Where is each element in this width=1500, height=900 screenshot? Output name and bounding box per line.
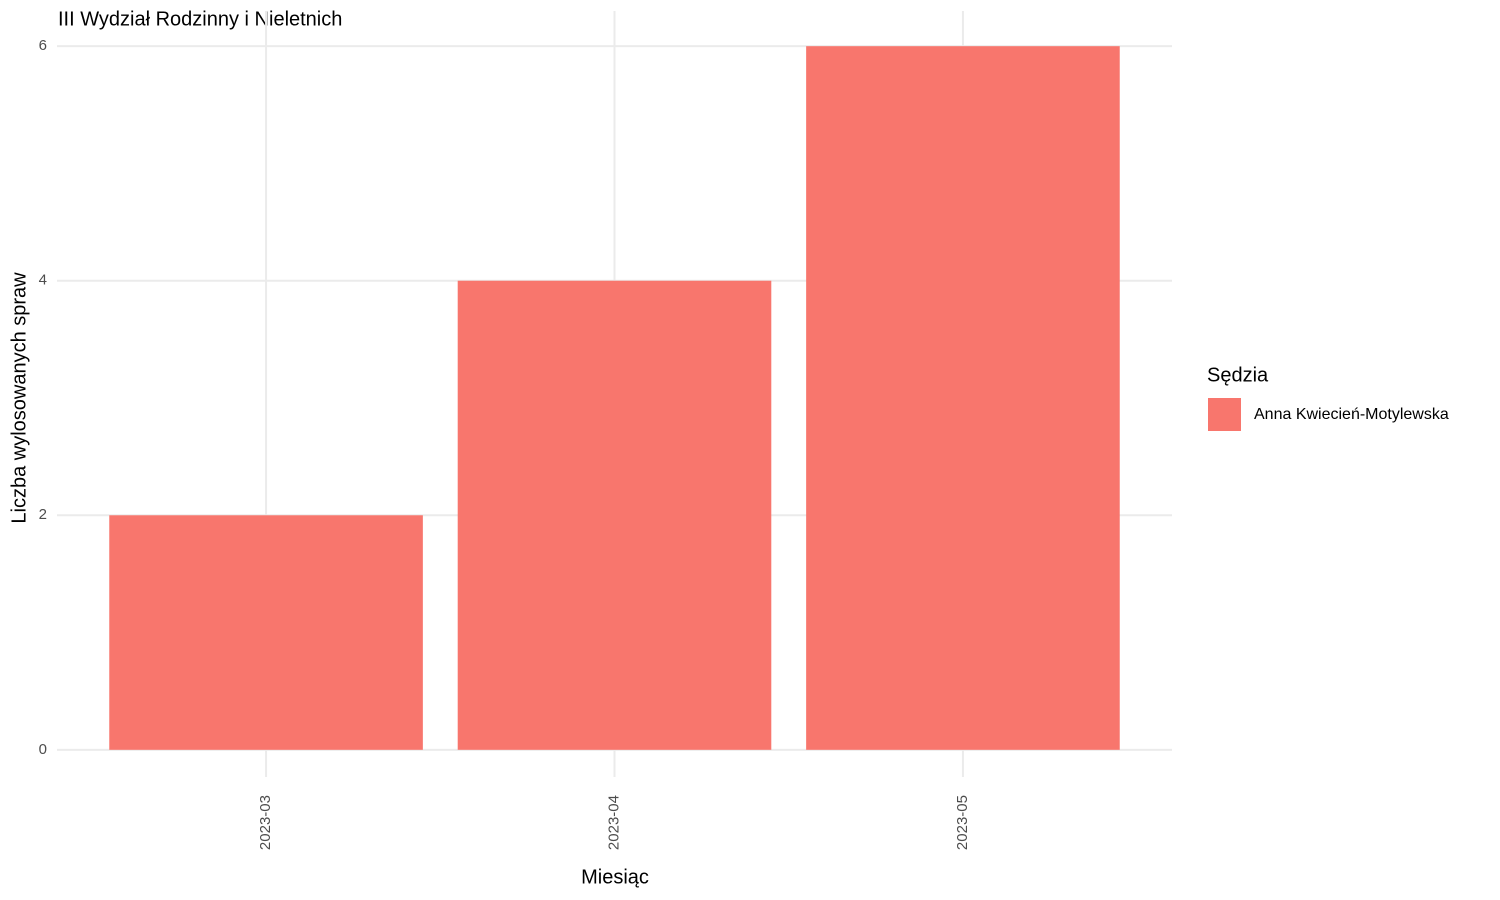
x-tick-label: 2023-03 bbox=[257, 795, 274, 850]
y-tick-label: 0 bbox=[39, 741, 47, 758]
legend-title: Sędzia bbox=[1207, 364, 1269, 386]
bar bbox=[806, 46, 1120, 750]
x-tick-label: 2023-05 bbox=[954, 795, 971, 850]
y-tick-label: 4 bbox=[39, 272, 47, 289]
legend-label: Anna Kwiecień-Motylewska bbox=[1254, 406, 1449, 423]
bar bbox=[109, 515, 423, 750]
x-axis-title: Miesiąc bbox=[581, 866, 649, 888]
x-tick-label: 2023-04 bbox=[605, 795, 622, 850]
legend-key bbox=[1208, 398, 1241, 431]
y-tick-label: 6 bbox=[39, 37, 47, 54]
y-axis-title: Liczba wylosowanych spraw bbox=[8, 272, 30, 524]
y-tick-label: 2 bbox=[39, 506, 47, 523]
chart-title: III Wydział Rodzinny i Nieletnich bbox=[58, 8, 342, 30]
bar bbox=[457, 280, 772, 750]
